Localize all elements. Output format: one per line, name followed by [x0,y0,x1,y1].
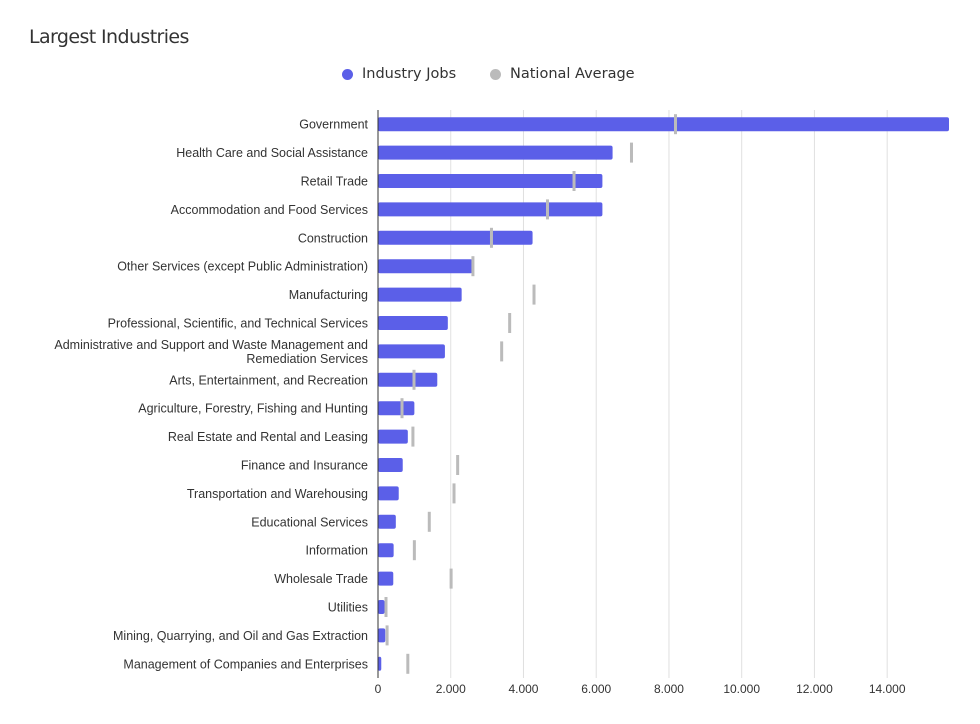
industry-jobs-bar[interactable] [378,543,394,558]
category-labels: Government Health Care and Social Assista… [54,118,368,672]
national-average-markers [384,114,678,674]
industry-jobs-bar[interactable] [378,372,438,387]
industry-jobs-bar[interactable] [378,656,382,671]
category-label: Educational Services [251,515,368,529]
gridlines [450,110,888,678]
national-average-marker[interactable] [471,256,475,277]
national-average-marker[interactable] [384,597,388,617]
x-tick-label: 2.000 [436,682,466,696]
industry-jobs-bar[interactable] [378,600,385,614]
category-label: Wholesale Trade [274,572,368,586]
national-average-marker[interactable] [411,426,415,447]
bars [378,117,949,671]
category-label: Construction [298,231,368,245]
x-axis-ticks: 0 2.000 4.000 6.000 8.000 10.000 12.000 14.000 [375,682,906,696]
legend-label: Industry Jobs [362,66,457,82]
category-label: Information [305,544,368,558]
national-average-marker[interactable] [545,199,549,220]
national-average-marker[interactable] [456,455,460,475]
industry-jobs-bar[interactable] [378,202,603,217]
category-label: Arts, Entertainment, and Recreation [169,373,368,387]
category-label: Mining, Quarrying, and Oil and Gas Extra… [113,629,368,643]
legend: Industry Jobs National Average [0,66,980,86]
national-average-marker[interactable] [508,313,512,333]
industry-jobs-bar[interactable] [378,628,386,643]
category-label: Transportation and Warehousing [187,487,368,501]
category-label: Agriculture, Forestry, Fishing and Hunti… [138,402,368,416]
category-label: Government [299,118,368,132]
industry-jobs-bar[interactable] [378,429,408,444]
industry-jobs-bar[interactable] [378,259,473,274]
industry-jobs-bar[interactable] [378,117,949,132]
x-tick-label: 14.000 [869,682,906,696]
industry-jobs-bar[interactable] [378,230,533,245]
x-tick-label: 6.000 [581,682,611,696]
industry-jobs-bar[interactable] [378,486,399,501]
legend-item-industry-jobs[interactable]: Industry Jobs [342,66,456,82]
national-average-marker[interactable] [489,227,493,248]
category-label: Utilities [328,601,368,615]
industry-jobs-bar[interactable] [378,145,613,160]
national-average-marker[interactable] [412,369,416,390]
category-label: Real Estate and Rental and Leasing [168,430,368,444]
category-label: Professional, Scientific, and Technical … [108,317,368,331]
national-average-marker[interactable] [532,284,536,305]
legend-dot-icon [490,68,501,80]
legend-label: National Average [510,66,635,82]
category-label: Finance and Insurance [241,459,368,473]
x-tick-label: 12.000 [796,682,833,696]
industry-jobs-bar[interactable] [378,316,448,330]
category-label: Management of Companies and Enterprises [123,657,368,671]
category-label: Remediation Services [246,352,368,366]
legend-dot-icon [342,68,353,80]
industry-jobs-bar[interactable] [378,401,415,416]
category-label: Administrative and Support and Waste Man… [54,338,368,352]
national-average-marker[interactable] [427,511,431,532]
national-average-marker[interactable] [412,540,416,561]
national-average-marker[interactable] [400,398,404,419]
x-tick-label: 4.000 [508,682,538,696]
legend-item-national-average[interactable]: National Average [490,66,635,82]
industry-jobs-bar[interactable] [378,174,603,188]
national-average-marker[interactable] [406,653,410,674]
industry-jobs-bar[interactable] [378,458,403,472]
chart-title: Largest Industries [29,26,189,48]
industry-jobs-bar[interactable] [378,287,462,302]
national-average-marker[interactable] [572,171,576,191]
national-average-marker[interactable] [452,483,456,504]
x-tick-label: 10.000 [723,682,760,696]
industry-jobs-bar[interactable] [378,571,394,586]
national-average-marker[interactable] [629,142,633,163]
category-label: Accommodation and Food Services [171,203,368,217]
industry-jobs-bar[interactable] [378,514,396,529]
category-label: Other Services (except Public Administra… [117,260,368,274]
national-average-marker[interactable] [449,568,453,589]
category-label: Health Care and Social Assistance [176,146,368,160]
national-average-marker[interactable] [674,114,678,135]
x-tick-label: 8.000 [654,682,684,696]
national-average-marker[interactable] [385,625,389,646]
category-label: Retail Trade [301,175,368,189]
category-label: Manufacturing [289,288,368,302]
x-tick-label: 0 [375,682,382,696]
industry-jobs-bar[interactable] [378,344,445,359]
national-average-marker[interactable] [500,341,504,362]
